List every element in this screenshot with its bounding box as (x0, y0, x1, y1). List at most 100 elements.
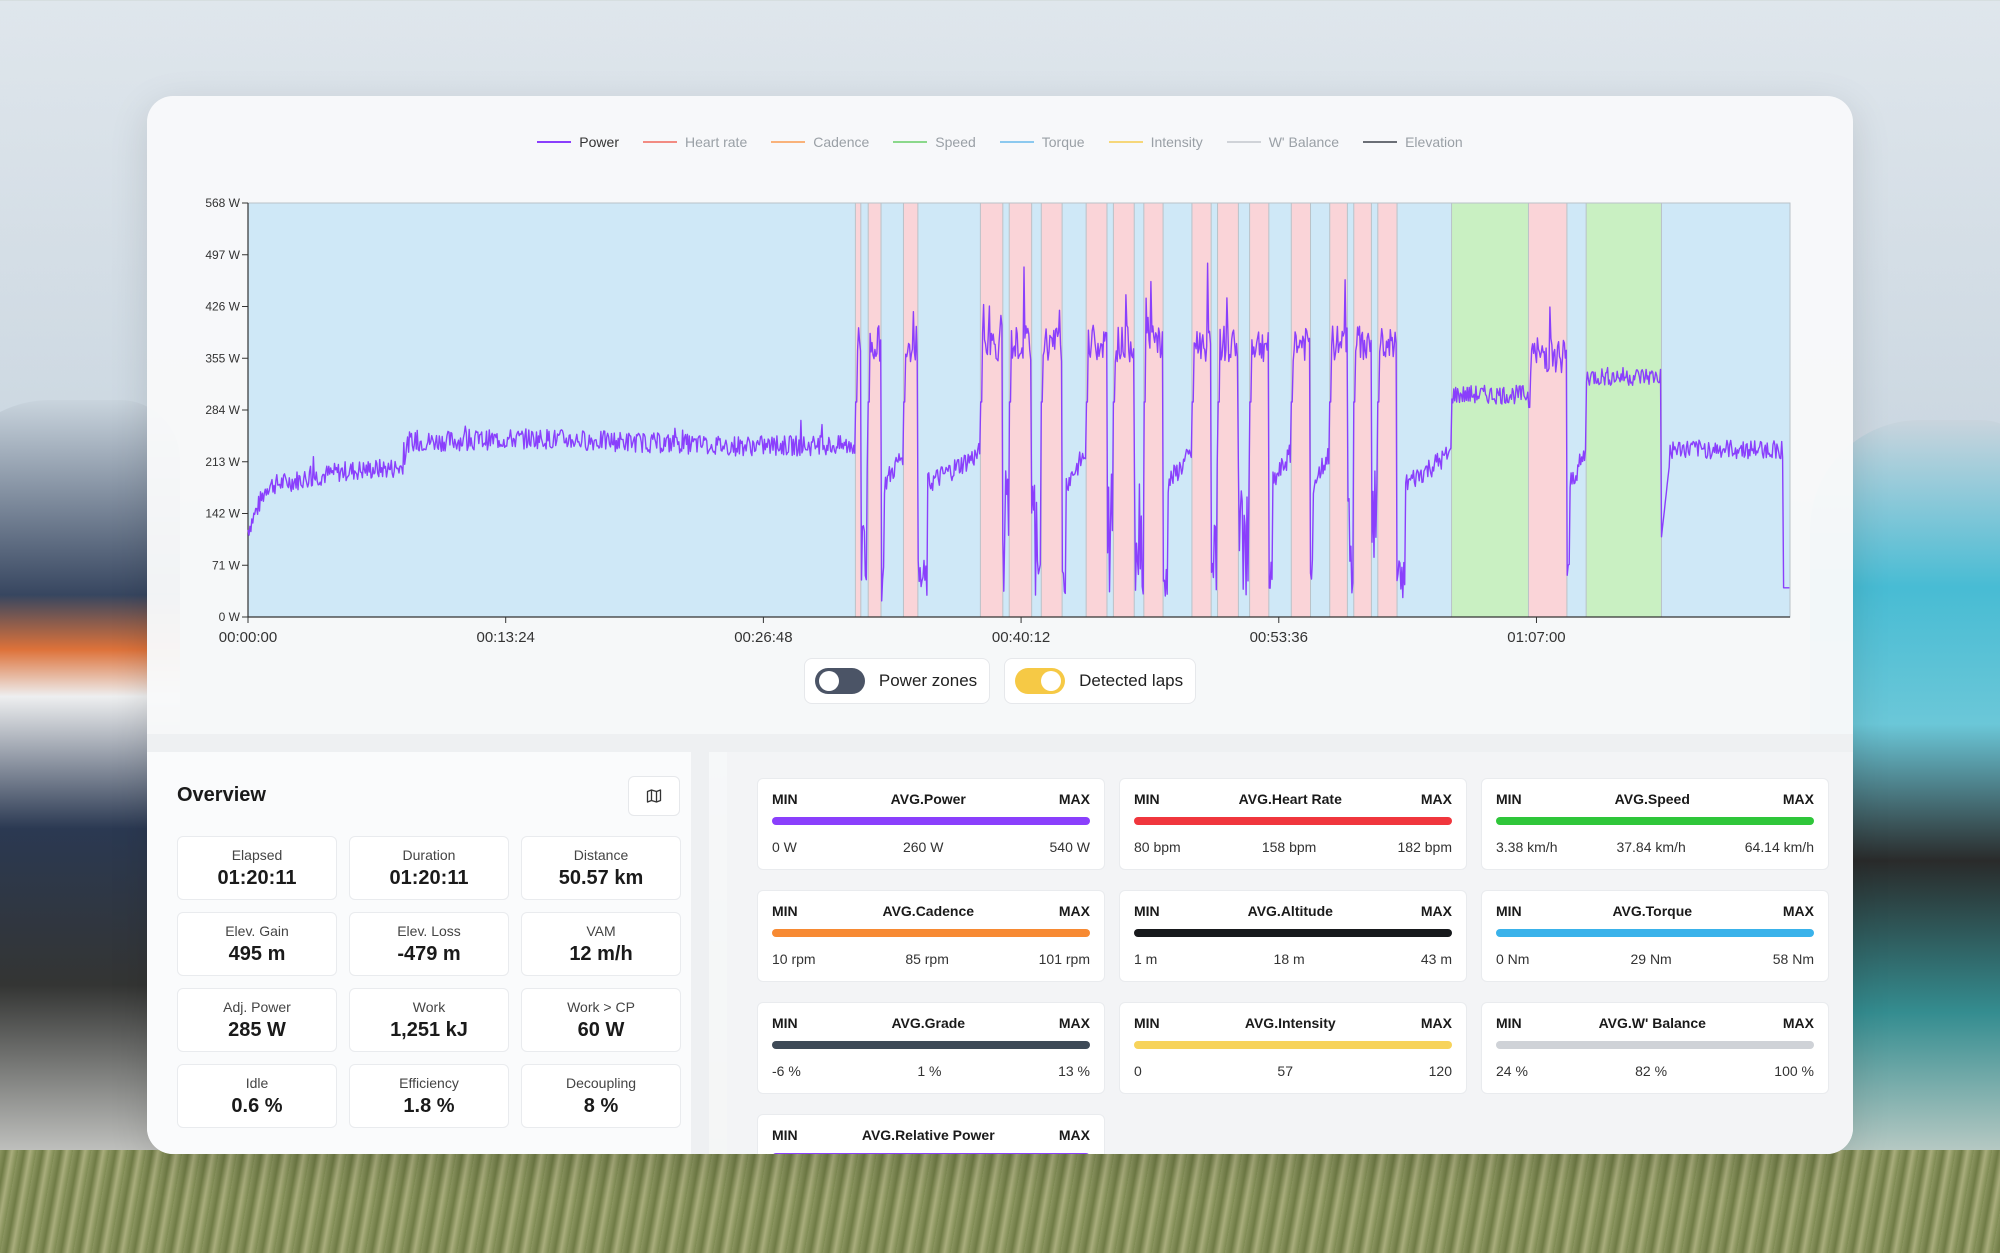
legend-swatch (1226, 141, 1261, 143)
stat-efficiency: Efficiency 1.8 % (349, 1064, 509, 1128)
lap-band-work (903, 203, 918, 617)
power-zones-toggle[interactable]: Power zones (803, 658, 991, 704)
metric-max-label: MAX (1058, 791, 1090, 807)
stat-vam: VAM 12 m/h (521, 912, 681, 976)
metric-title: AVG.Cadence (882, 903, 975, 919)
metric-title: AVG.Intensity (1244, 1015, 1336, 1031)
metric-max-value: 182 bpm (1397, 839, 1452, 855)
metric-avg-value: 158 bpm (1261, 839, 1317, 855)
metric-card-avg-grade: MIN AVG.Grade MAX -6 % 1 % 13 % (757, 1002, 1105, 1094)
legend-label: Cadence (813, 134, 870, 150)
metric-min-label: MIN (1134, 1015, 1160, 1031)
legend-item-w-balance[interactable]: W' Balance (1226, 134, 1340, 150)
metric-color-bar (772, 1041, 1090, 1049)
legend-label: Torque (1041, 134, 1085, 150)
legend-label: Elevation (1405, 134, 1463, 150)
lap-band-rest (917, 203, 981, 617)
lap-band-work (1217, 203, 1239, 617)
y-tick-label: 213 W (205, 455, 240, 469)
legend-item-torque[interactable]: Torque (999, 134, 1085, 150)
lap-band-work (1329, 203, 1348, 617)
legend-swatch (999, 141, 1034, 143)
metric-title: AVG.Altitude (1247, 903, 1333, 919)
detected-laps-toggle[interactable]: Detected laps (1004, 658, 1197, 704)
legend-item-elevation[interactable]: Elevation (1363, 134, 1463, 150)
metric-card-avg-heart-rate: MIN AVG.Heart Rate MAX 80 bpm 158 bpm 182 bpm (1119, 778, 1467, 870)
lap-band-rest (1211, 203, 1218, 617)
detected-laps-label: Detected laps (1079, 671, 1184, 690)
metric-max-value: 540 W (1049, 839, 1090, 855)
y-tick-label: 497 W (205, 248, 240, 262)
metric-avg-value: 1 % (917, 1063, 942, 1079)
metric-color-bar (1134, 929, 1452, 937)
lap-band-work (980, 203, 1003, 617)
lap-band-rest (1661, 203, 1790, 617)
legend-item-heart-rate[interactable]: Heart rate (642, 134, 748, 150)
metric-min-value: 24 % (1496, 1063, 1528, 1079)
metric-min-value: 3.38 km/h (1496, 839, 1558, 855)
metric-min-label: MIN (772, 1015, 798, 1031)
legend-label: W' Balance (1268, 134, 1340, 150)
metric-min-value: 80 bpm (1134, 839, 1181, 855)
detected-laps-switch[interactable] (1015, 668, 1066, 694)
metric-color-bar (1496, 817, 1814, 825)
y-tick-label: 355 W (205, 351, 240, 365)
lap-band-rest (1268, 203, 1292, 617)
y-tick-label: 426 W (205, 300, 240, 314)
metric-min-label: MIN (772, 791, 798, 807)
y-tick-label: 71 W (212, 558, 241, 572)
legend-item-speed[interactable]: Speed (893, 134, 976, 150)
metric-title: AVG.Heart Rate (1238, 791, 1342, 807)
metric-card-avg-speed: MIN AVG.Speed MAX 3.38 km/h 37.84 km/h 64.14 … (1481, 778, 1829, 870)
lap-band-rest (1106, 203, 1114, 617)
metric-max-value: 101 rpm (1038, 951, 1090, 967)
stat-value: 1.8 % (403, 1094, 455, 1117)
lap-band-rest (1002, 203, 1010, 617)
stat-work-cp: Work > CP 60 W (521, 988, 681, 1052)
lap-band-work (1009, 203, 1032, 617)
stat-distance: Distance 50.57 km (521, 836, 681, 900)
legend-swatch (893, 141, 928, 143)
legend-item-power[interactable]: Power (537, 134, 619, 150)
metric-card-avg-relative-power: MIN AVG.Relative Power MAX (757, 1114, 1105, 1154)
overview-title: Overview (177, 784, 266, 806)
lap-band-tempo (1586, 203, 1662, 617)
metric-avg-value: 37.84 km/h (1616, 839, 1686, 855)
metrics-panel: MIN AVG.Power MAX 0 W 260 W 540 W MIN AVG.Heart… (727, 752, 1853, 1154)
lap-band-work (855, 203, 861, 617)
stat-elev-gain: Elev. Gain 495 m (177, 912, 337, 976)
x-tick-label: 00:53:36 (1250, 629, 1308, 646)
legend-swatch (1363, 141, 1398, 143)
metric-min-label: MIN (1496, 903, 1522, 919)
stat-label: Elev. Loss (397, 922, 461, 939)
stat-work: Work 1,251 kJ (349, 988, 509, 1052)
power-series-line (247, 262, 1790, 602)
lap-band-rest (1238, 203, 1250, 617)
metric-max-label: MAX (1058, 1127, 1090, 1143)
stat-adj-power: Adj. Power 285 W (177, 988, 337, 1052)
metric-card-avg-w-balance: MIN AVG.W' Balance MAX 24 % 82 % 100 % (1481, 1002, 1829, 1094)
metric-min-label: MIN (1134, 903, 1160, 919)
lap-band-rest (1134, 203, 1144, 617)
lap-band-tempo (1451, 203, 1529, 617)
metric-min-label: MIN (772, 1127, 798, 1143)
map-button[interactable] (628, 776, 680, 816)
map-icon (646, 789, 662, 803)
metric-min-label: MIN (772, 903, 798, 919)
legend-item-intensity[interactable]: Intensity (1108, 134, 1203, 150)
metric-min-value: 1 m (1134, 951, 1158, 967)
stat-label: Work (412, 998, 446, 1015)
legend-item-cadence[interactable]: Cadence (771, 134, 869, 150)
power-zones-switch[interactable] (814, 668, 865, 694)
stat-label: Work > CP (567, 998, 635, 1015)
power-chart[interactable]: 568 W 497 W 426 W 355 W 284 W 213 W 142 W 71 W 0… (147, 96, 1853, 656)
metric-max-label: MAX (1782, 1015, 1814, 1031)
lap-band-rest (1031, 203, 1042, 617)
lap-band-rest (1566, 203, 1587, 617)
stat-label: Duration (402, 846, 456, 863)
metric-max-label: MAX (1782, 791, 1814, 807)
x-tick-label: 01:07:00 (1507, 629, 1565, 646)
x-tick-label: 00:00:00 (219, 629, 277, 646)
legend-label: Heart rate (684, 134, 748, 150)
metric-min-value: 0 (1134, 1063, 1142, 1079)
